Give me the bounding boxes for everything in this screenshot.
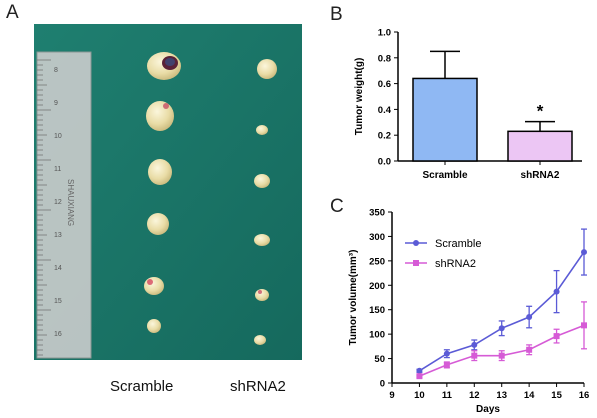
legend-label: Scramble [435, 238, 481, 250]
tumor [254, 174, 270, 188]
data-point [443, 350, 450, 357]
series-scramble [416, 228, 587, 374]
x-tick-label: 15 [551, 390, 562, 401]
tumor [256, 125, 268, 135]
y-tick-label: 300 [369, 232, 385, 243]
series-shrna2 [416, 301, 587, 380]
y-tick-label: 0 [380, 379, 385, 390]
tumor-volume-line-chart: 0 50 100 150 200 250 300 350 9 10 11 12 13 14 15 16 Days… [348, 208, 590, 416]
tumor [257, 59, 277, 79]
x-tick-label: 9 [389, 390, 394, 401]
x-tick-label: 13 [496, 390, 507, 401]
tumor [146, 101, 174, 131]
x-tick-label: 12 [469, 390, 480, 401]
significance-star: * [537, 102, 544, 121]
x-axis-label: Days [476, 404, 500, 415]
ruler-number: 16 [54, 331, 62, 338]
data-point [416, 367, 423, 374]
data-point [553, 288, 560, 295]
panel-label-a: A [6, 2, 19, 23]
tumor [147, 213, 169, 235]
data-point [526, 346, 533, 353]
data-point [471, 341, 478, 348]
x-tick-label: shRNA2 [521, 170, 560, 181]
y-tick-label: 250 [369, 256, 385, 267]
data-point [471, 352, 478, 359]
x-tick-label: 10 [414, 390, 425, 401]
y-tick-label: 0.6 [378, 79, 391, 90]
caption-scramble: Scramble [110, 378, 174, 395]
ruler-number: 15 [54, 298, 62, 305]
bar-scramble [412, 77, 478, 162]
caption-shrna2: shRNA2 [230, 378, 286, 395]
ruler-icon: 8 9 10 11 12 13 14 15 16 SHAUXIANG [36, 51, 92, 359]
legend-marker [413, 260, 419, 266]
x-tick-label: 11 [442, 390, 453, 401]
y-tick-label: 1.0 [378, 28, 391, 39]
ruler-number: 12 [54, 199, 62, 206]
tumor [255, 289, 269, 301]
y-axis-label: Tumor volume(mm³) [348, 250, 359, 346]
panel-label-c: C [330, 196, 344, 217]
ruler-number: 14 [54, 265, 62, 272]
legend-marker [413, 240, 419, 246]
data-point [443, 361, 450, 368]
y-tick-label: 0.0 [378, 157, 391, 168]
y-axis-label: Tumor weight(g) [354, 58, 365, 136]
data-point [581, 322, 587, 329]
ruler-number: 10 [54, 133, 62, 140]
ruler-number: 11 [54, 166, 61, 173]
x-tick-label: 14 [524, 390, 535, 401]
tumor [148, 159, 172, 185]
y-tick-label: 100 [369, 330, 385, 341]
y-tick-label: 200 [369, 281, 385, 292]
data-point [553, 333, 560, 340]
tumor [144, 277, 164, 295]
y-tick-label: 0.4 [378, 105, 392, 116]
bar-shrna2 [507, 130, 573, 162]
data-point [498, 352, 505, 359]
tumor-photo: 8 9 10 11 12 13 14 15 16 SHAUXIANG [34, 24, 302, 360]
x-tick-label: 16 [579, 390, 590, 401]
data-point [498, 325, 505, 332]
y-tick-label: 0.2 [378, 131, 391, 142]
y-tick-label: 0.8 [378, 53, 391, 64]
x-tick-label: Scramble [422, 170, 467, 181]
shrna2-tumors [254, 59, 277, 345]
y-tick-label: 150 [369, 305, 385, 316]
ruler-number: 13 [54, 232, 62, 239]
ruler-number: 8 [54, 67, 58, 74]
y-tick-label: 50 [374, 354, 385, 365]
data-point [581, 249, 587, 256]
legend-label: shRNA2 [435, 258, 476, 270]
data-point [416, 373, 423, 380]
panel-label-b: B [330, 4, 343, 25]
scramble-tumors [144, 52, 181, 333]
data-point [526, 314, 533, 321]
tumor-weight-bar-chart: 0.0 0.2 0.4 0.6 0.8 1.0 Tumor weight(g) Scrambl… [354, 28, 582, 181]
ruler-number: 9 [54, 100, 58, 107]
y-tick-label: 350 [369, 208, 385, 219]
ruler-text: SHAUXIANG [66, 179, 75, 226]
tumor [254, 335, 266, 345]
tumor [254, 234, 270, 246]
tumor [147, 319, 161, 333]
